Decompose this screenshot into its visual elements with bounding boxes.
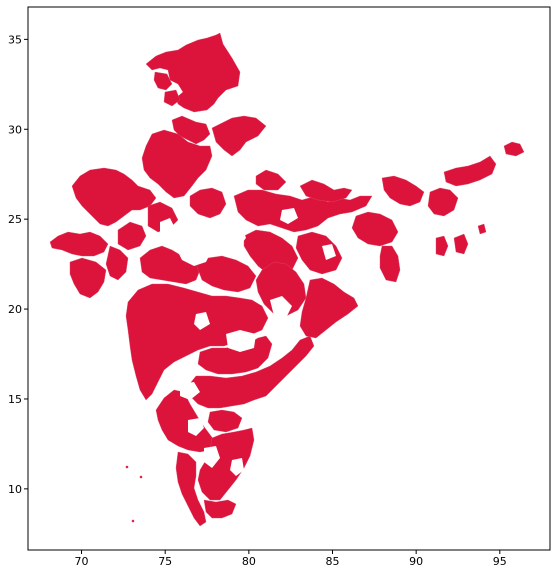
y-tick-label: 10 xyxy=(8,483,22,496)
x-tick-label: 90 xyxy=(409,555,423,568)
district-fill-layer xyxy=(49,32,525,527)
district-shape-rajasthan-west xyxy=(71,167,157,227)
district-shape-gujarat-main xyxy=(105,245,129,281)
district-shape-bihar xyxy=(299,179,353,203)
y-tick-label: 20 xyxy=(8,303,22,316)
district-shape-punjab-haryana xyxy=(141,129,213,199)
x-axis: 70 75 80 85 90 95 xyxy=(75,550,507,568)
district-shape-southern-tip xyxy=(203,499,237,519)
gap-shape-2 xyxy=(176,228,212,266)
district-shape-assam-central xyxy=(427,187,459,217)
gap-shape-5 xyxy=(226,330,256,352)
district-shape-lakshadweep-1 xyxy=(125,465,129,469)
y-tick-label: 25 xyxy=(8,213,22,226)
y-tick-label: 35 xyxy=(8,33,22,46)
district-shape-kashmir-west xyxy=(153,71,173,91)
district-shape-uttarakhand xyxy=(211,115,267,157)
district-shape-madhya-pradesh-central xyxy=(195,255,257,293)
district-shape-kashmir-south xyxy=(163,89,181,107)
district-shape-arunachal xyxy=(443,155,497,187)
district-shape-odisha xyxy=(299,277,359,339)
y-tick-label: 15 xyxy=(8,393,22,406)
gap-shape-3 xyxy=(210,220,246,250)
district-shape-kerala xyxy=(175,451,207,527)
y-tick-label: 30 xyxy=(8,123,22,136)
district-shape-uttar-pradesh-north xyxy=(255,169,287,191)
district-shape-tamil-nadu xyxy=(197,427,255,501)
district-shape-lakshadweep-3 xyxy=(131,519,135,523)
unfilled-gap-layer xyxy=(160,208,336,476)
district-shape-rajasthan-south xyxy=(117,221,147,251)
gap-shape-10 xyxy=(230,458,244,476)
district-shape-uttar-pradesh-west xyxy=(189,187,227,219)
district-shape-meghalaya-tripura xyxy=(351,211,399,247)
district-shape-manipur xyxy=(435,235,449,257)
gap-shape-1 xyxy=(160,218,176,240)
gap-shape-7 xyxy=(188,418,204,436)
district-shape-lakshadweep-2 xyxy=(139,475,143,479)
gap-shape-12 xyxy=(280,208,298,224)
district-shape-saurashtra xyxy=(69,257,107,299)
gap-shape-6 xyxy=(270,296,292,318)
district-shape-kashmir xyxy=(145,32,241,113)
y-axis: 10 15 20 25 30 35 xyxy=(8,33,28,496)
district-shape-madhya-pradesh-west xyxy=(139,245,201,285)
x-tick-label: 85 xyxy=(326,555,340,568)
district-shape-tripura xyxy=(379,245,401,283)
district-shape-chhattisgarh xyxy=(255,261,307,317)
gap-shape-9 xyxy=(204,446,220,468)
gap-shape-11 xyxy=(322,244,336,260)
gap-shape-4 xyxy=(194,312,210,330)
x-tick-label: 75 xyxy=(158,555,172,568)
district-shape-kutch xyxy=(49,231,109,257)
x-tick-label: 70 xyxy=(75,555,89,568)
district-shape-mizoram xyxy=(453,233,469,255)
district-shape-andhra-pradesh xyxy=(187,335,315,409)
x-tick-label: 80 xyxy=(242,555,256,568)
district-shape-east-tip xyxy=(477,223,487,235)
district-shape-arunachal-east xyxy=(503,141,525,157)
x-tick-label: 95 xyxy=(493,555,507,568)
district-shape-karnataka-east xyxy=(207,409,243,433)
district-shape-assam-west xyxy=(381,175,425,207)
gap-shape-8 xyxy=(180,382,200,400)
district-shape-jharkhand-west-bengal xyxy=(295,231,343,275)
axes-frame xyxy=(27,6,551,551)
district-shape-maharashtra xyxy=(125,283,269,401)
